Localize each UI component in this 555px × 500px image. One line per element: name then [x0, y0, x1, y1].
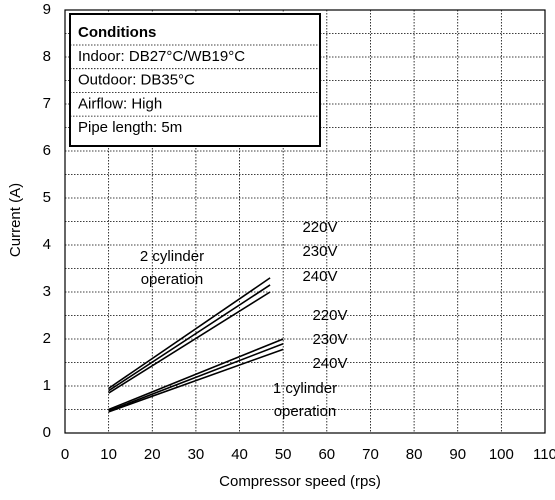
x-tick-label: 100: [489, 446, 514, 463]
group-label: operation: [141, 271, 204, 288]
condition-line: Airflow: High: [78, 95, 162, 112]
line: [108, 338, 284, 411]
x-tick-label: 110: [533, 446, 555, 463]
y-tick-label: 0: [43, 424, 51, 441]
line: [108, 277, 271, 390]
x-tick-label: 70: [362, 446, 379, 463]
y-tick-label: 9: [43, 1, 51, 18]
conditions-box: [69, 13, 321, 147]
x-tick-label: 40: [231, 446, 248, 463]
y-axis-label: Current (A): [7, 183, 24, 257]
condition-line: Outdoor: DB35°C: [78, 72, 195, 89]
series-label: 240V: [302, 268, 337, 285]
y-tick-label: 2: [43, 330, 51, 347]
series-label: 230V: [312, 331, 347, 348]
x-tick-label: 50: [275, 446, 292, 463]
y-tick-label: 7: [43, 95, 51, 112]
group-label: operation: [274, 403, 337, 420]
x-tick-label: 10: [100, 446, 117, 463]
x-tick-label: 90: [449, 446, 466, 463]
group-label: 2 cylinder: [140, 248, 204, 265]
y-tick-label: 1: [43, 377, 51, 394]
x-tick-label: 60: [318, 446, 335, 463]
line: [108, 342, 284, 412]
condition-line: Pipe length: 5m: [78, 119, 182, 136]
line: [108, 284, 271, 392]
series-label: 240V: [312, 355, 347, 372]
x-axis-label: Compressor speed (rps): [219, 473, 381, 490]
line: [108, 291, 271, 394]
y-tick-label: 3: [43, 283, 51, 300]
series-label: 220V: [302, 219, 337, 236]
conditions-title: Conditions: [78, 24, 156, 41]
y-tick-label: 6: [43, 142, 51, 159]
y-tick-label: 8: [43, 48, 51, 65]
line: [108, 348, 284, 413]
x-tick-label: 30: [188, 446, 205, 463]
series-label: 220V: [312, 307, 347, 324]
condition-line: Indoor: DB27°C/WB19°C: [78, 48, 245, 65]
x-tick-label: 80: [406, 446, 423, 463]
y-tick-label: 5: [43, 189, 51, 206]
series-label: 230V: [302, 243, 337, 260]
plot-frame: [64, 9, 546, 434]
x-tick-label: 0: [61, 446, 69, 463]
x-tick-label: 20: [144, 446, 161, 463]
group-label: 1 cylinder: [273, 380, 337, 397]
y-tick-label: 4: [43, 236, 51, 253]
